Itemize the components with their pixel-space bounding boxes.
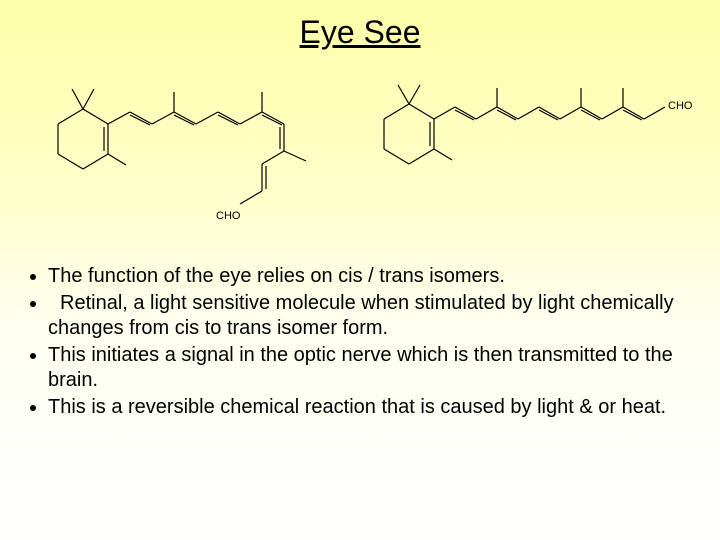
cho-label-right: CHO [668, 100, 693, 112]
trans-retinal-structure: CHO [360, 69, 700, 189]
bullet-item: The function of the eye relies on cis / … [48, 264, 680, 289]
bullet-item: This is a reversible chemical reaction t… [48, 395, 680, 420]
page-title: Eye See [0, 0, 720, 61]
bullet-item: Retinal, a light sensitive molecule when… [48, 291, 680, 341]
cho-label-left: CHO [216, 210, 241, 222]
bullet-item: This initiates a signal in the optic ner… [48, 343, 680, 393]
cis-retinal-structure: CHO [30, 69, 330, 234]
molecule-diagrams: CHO CHO [0, 69, 720, 234]
bullet-list: The function of the eye relies on cis / … [0, 264, 720, 420]
